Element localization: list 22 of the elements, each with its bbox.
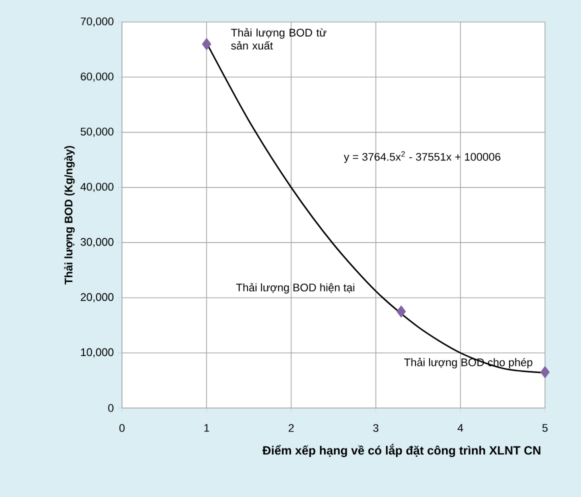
y-tick-label: 40,000 [80,182,114,192]
annotation: y = 3764.5x$^{2}$ - 37551x + 100006 [344,151,500,163]
y-tick-label: 70,000 [80,17,114,27]
x-tick-label: 4 [458,424,464,432]
point [396,305,406,318]
x-tick-label: 5 [542,424,548,432]
y-tick-label: 20,000 [80,293,114,302]
x-tick-label: 1 [204,424,210,432]
x-tick-label: 0 [119,424,125,432]
x-axis-title: Điểm xếp hạng về có lắp đặt công trình XLNT CN [262,444,540,458]
y-tick-label: 30,000 [80,238,114,248]
x-tick-label: 3 [373,424,378,432]
x-tick-label: 2 [288,424,294,432]
point [202,38,212,50]
annotation: Thải lượng BOD từ sản xuất [231,28,326,50]
annotation: Thải lượng BOD hiện tại [236,283,354,294]
y-tick-label: 60,000 [80,72,114,82]
y-tick-label: 0 [108,404,114,412]
point [540,366,550,378]
y-axis-title: Thải lượng BOD (Kg/ngày) [64,146,75,284]
y-tick-label: 50,000 [80,128,114,137]
y-tick-label: 10,000 [81,348,114,358]
